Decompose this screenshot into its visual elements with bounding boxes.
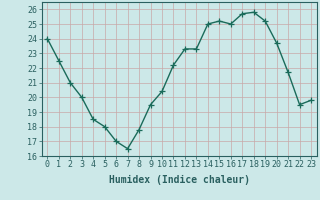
X-axis label: Humidex (Indice chaleur): Humidex (Indice chaleur)	[109, 175, 250, 185]
